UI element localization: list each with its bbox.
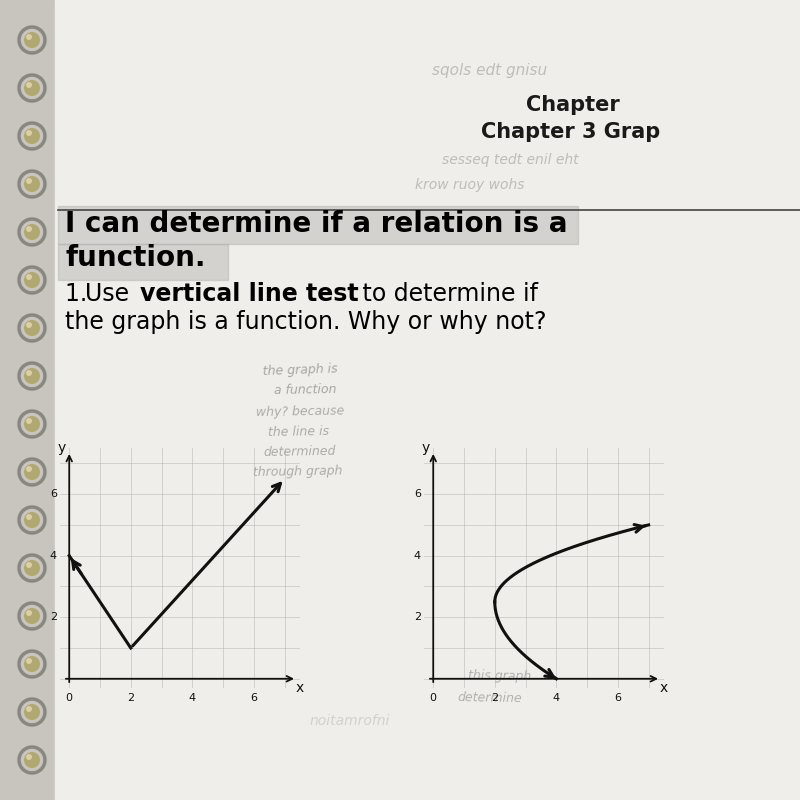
Circle shape	[24, 752, 40, 768]
Text: noitamrofni: noitamrofni	[310, 714, 390, 728]
Text: x: x	[660, 681, 668, 695]
Text: to determine if: to determine if	[355, 282, 538, 306]
Circle shape	[26, 178, 32, 184]
Text: y: y	[422, 441, 430, 455]
Circle shape	[26, 514, 32, 520]
Text: sesseq tedt enil eht: sesseq tedt enil eht	[442, 153, 578, 167]
Circle shape	[24, 176, 40, 192]
Circle shape	[24, 656, 40, 672]
Text: 6: 6	[50, 489, 57, 499]
Text: 6: 6	[250, 693, 258, 702]
Circle shape	[26, 322, 32, 328]
Text: 4: 4	[50, 550, 57, 561]
Circle shape	[26, 82, 32, 88]
Circle shape	[26, 34, 32, 40]
Text: determine: determine	[458, 691, 522, 705]
Text: a function: a function	[274, 383, 336, 397]
Text: 0: 0	[430, 693, 437, 702]
Text: krow ruoy wohs: krow ruoy wohs	[415, 178, 525, 192]
Text: Chapter 3 Grap: Chapter 3 Grap	[481, 122, 660, 142]
Circle shape	[24, 512, 40, 528]
Text: I can determine if a relation is a: I can determine if a relation is a	[65, 210, 567, 238]
Circle shape	[26, 466, 32, 472]
Circle shape	[26, 274, 32, 280]
Text: the graph is a function. Why or why not?: the graph is a function. Why or why not?	[65, 310, 546, 334]
Circle shape	[24, 224, 40, 240]
Circle shape	[26, 226, 32, 232]
Circle shape	[24, 704, 40, 720]
Text: sqols edt gnisu: sqols edt gnisu	[433, 62, 547, 78]
Circle shape	[24, 464, 40, 480]
Circle shape	[26, 610, 32, 616]
Text: 2: 2	[414, 612, 421, 622]
Text: Chapter: Chapter	[526, 95, 620, 115]
Text: 2: 2	[127, 693, 134, 702]
Bar	[58, 244, 228, 280]
Text: Use: Use	[85, 282, 137, 306]
Circle shape	[26, 130, 32, 136]
Circle shape	[26, 562, 32, 568]
Circle shape	[26, 418, 32, 424]
Circle shape	[26, 370, 32, 376]
Text: through graph: through graph	[253, 465, 343, 479]
Text: determined: determined	[264, 445, 336, 459]
Circle shape	[24, 560, 40, 576]
Text: x: x	[296, 681, 304, 695]
Text: vertical line test: vertical line test	[140, 282, 358, 306]
Text: the graph is: the graph is	[262, 362, 338, 378]
Circle shape	[24, 32, 40, 48]
Text: function.: function.	[65, 244, 206, 272]
Text: 6: 6	[414, 489, 421, 499]
Circle shape	[26, 754, 32, 760]
Bar	[58, 206, 578, 244]
Text: 6: 6	[614, 693, 622, 702]
Circle shape	[24, 416, 40, 432]
Text: 2: 2	[50, 612, 57, 622]
Circle shape	[24, 272, 40, 288]
Circle shape	[24, 128, 40, 144]
Text: 2: 2	[491, 693, 498, 702]
Circle shape	[26, 706, 32, 712]
Text: 4: 4	[553, 693, 560, 702]
Text: 0: 0	[66, 693, 73, 702]
Circle shape	[24, 320, 40, 336]
Circle shape	[26, 658, 32, 664]
Text: the line is: the line is	[267, 425, 329, 439]
Circle shape	[24, 80, 40, 96]
Text: y: y	[58, 441, 66, 455]
Circle shape	[24, 608, 40, 624]
Text: 1.: 1.	[65, 282, 94, 306]
Text: this graph: this graph	[468, 669, 532, 683]
Text: 4: 4	[189, 693, 196, 702]
Circle shape	[24, 368, 40, 384]
Text: why? because: why? because	[256, 405, 344, 419]
Text: 4: 4	[414, 550, 421, 561]
